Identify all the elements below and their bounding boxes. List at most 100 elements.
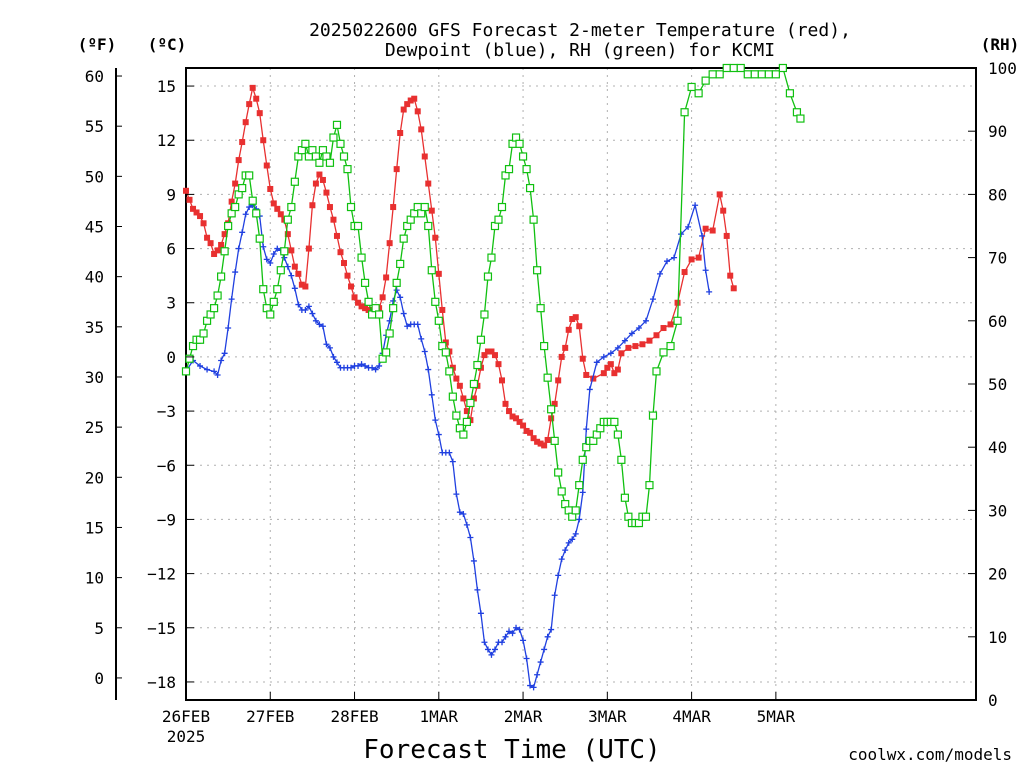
dewpoint-point [569,536,576,543]
rh-point [181,367,191,376]
dewpoint-point [295,301,302,308]
rh-point [266,310,275,319]
dewpoint-point [204,366,211,373]
rh-point [729,63,738,73]
celsius-tick-label: 6 [166,240,176,259]
dewpoint-point [435,431,442,438]
fahrenheit-tick-label: 25 [85,418,104,437]
dewpoint-point [635,325,642,332]
temperature-point [291,263,298,270]
dewpoint-point [628,330,635,337]
rh-point [248,196,257,205]
dewpoint-point [309,310,316,317]
rh-point [360,278,370,287]
temperature-point [723,232,730,239]
temperature-point [260,137,267,144]
dewpoint-point [281,254,288,261]
temperature-point [509,413,516,420]
dewpoint-point [572,530,579,537]
rh-point [613,430,622,439]
temperature-point [397,130,404,137]
rh-point [659,348,668,357]
rh-point [245,171,254,180]
rh-point [276,266,285,275]
rh-point [424,221,433,231]
dewpoint-point [541,646,548,653]
rh-point [648,411,658,420]
dewpoint-point [453,491,460,498]
temperature-point [183,187,189,194]
rh-point [357,253,366,262]
series-dewpoint [183,202,713,691]
temperature-point [548,415,555,422]
rh-point [339,152,349,161]
temperature-point [730,285,737,292]
dewpoint-point [509,630,516,637]
rh-point [529,215,538,224]
dewpoint-point [428,391,435,398]
series-line [185,66,801,524]
rh-point [680,108,689,117]
temperature-point [727,272,734,279]
rh-point [301,139,310,148]
temperature-point [221,231,228,238]
temperature-point [330,216,337,223]
dewpoint-point [558,556,565,563]
rh-point [620,493,629,502]
temperature-point [270,200,277,207]
temperature-point [351,294,358,301]
x-axis-start-year: 2025 [167,727,206,746]
temperature-point [667,321,674,328]
fahrenheit-tick-label: 50 [85,167,104,186]
temperature-point [414,108,421,115]
dewpoint-point [562,547,569,554]
rh-point [652,367,661,376]
rh-point [694,89,703,98]
rh-point [332,120,342,129]
fahrenheit-axis-unit: (ºF) [78,35,117,54]
dewpoint-point [305,303,312,310]
rh-point [473,360,482,370]
rh-point [550,436,559,445]
rh-point [785,89,795,98]
temperature-point [228,198,235,205]
dewpoint-point [333,359,340,366]
series-layer [181,63,805,691]
dewpoint-point [513,624,520,631]
fahrenheit-tick-label: 15 [85,518,104,537]
dewpoint-point [586,386,593,393]
temperature-point [383,274,390,281]
rh-point [487,253,496,262]
plot-frame [185,67,977,701]
temperature-point [418,126,425,133]
rh-point [273,285,282,294]
temperature-point [256,110,263,117]
temperature-point [355,299,362,306]
temperature-point [190,205,197,212]
temperature-point [625,344,632,351]
dewpoint-point [551,592,558,599]
rh-point [209,304,219,313]
temperature-point [200,220,207,227]
temperature-point [513,415,520,422]
rh-point [575,481,584,490]
dewpoint-point [488,651,495,658]
rh-point [375,310,384,319]
temperature-point [516,418,523,425]
rh-point [315,158,324,167]
temperature-point [344,272,351,279]
celsius-tick-label: −12 [147,565,176,584]
dewpoint-point [583,426,590,433]
temperature-point [421,153,428,160]
x-axis-label: Forecast Time (UTC) [363,735,660,765]
dewpoint-point [506,628,513,635]
dewpoint-point [692,202,699,209]
rh-point [571,506,580,515]
dewpoint-point [699,232,706,239]
rh-point [515,139,524,148]
dewpoint-point [284,263,291,270]
dewpoint-point [242,211,249,218]
x-tick-label: 5MAR [757,707,796,726]
dewpoint-point [706,288,713,295]
rh-point [269,297,278,306]
